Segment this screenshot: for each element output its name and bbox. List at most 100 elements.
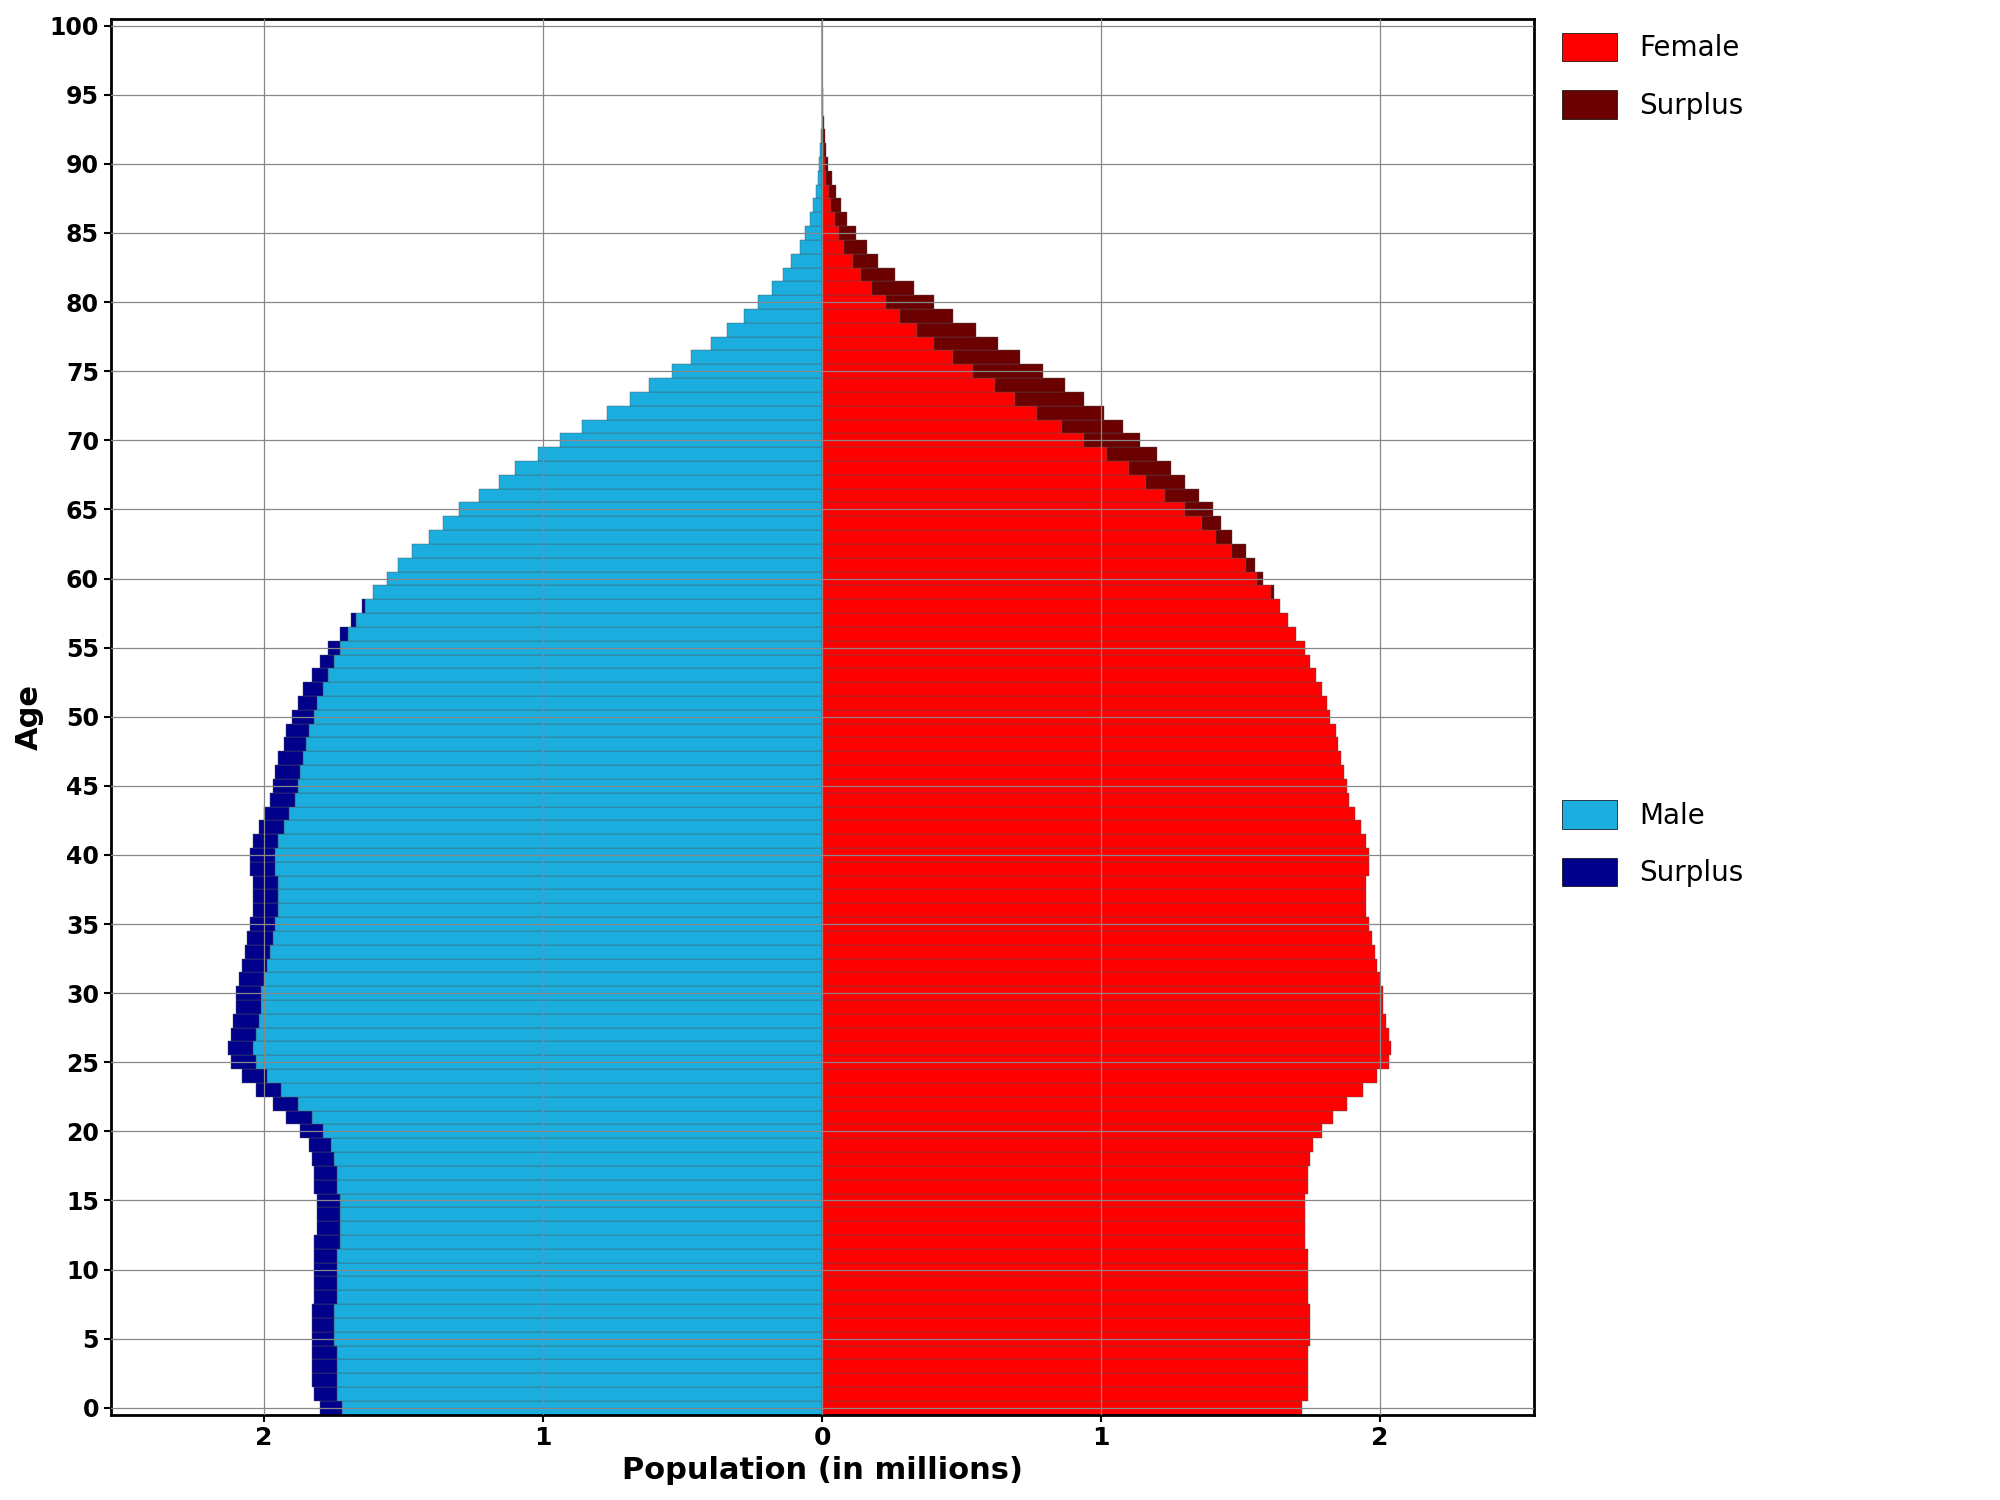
Bar bbox=[228, 1041, 254, 1056]
Bar bbox=[900, 309, 954, 322]
Bar bbox=[710, 336, 822, 351]
Bar bbox=[822, 585, 1272, 598]
Bar bbox=[822, 1000, 1382, 1014]
Bar bbox=[608, 406, 822, 420]
Bar bbox=[256, 1083, 280, 1096]
Bar bbox=[314, 1276, 336, 1290]
Bar bbox=[312, 1304, 334, 1318]
Bar bbox=[342, 1401, 822, 1414]
Bar bbox=[822, 1263, 1308, 1276]
Bar bbox=[822, 558, 1246, 572]
Bar bbox=[230, 1028, 256, 1041]
Bar bbox=[872, 282, 914, 296]
Bar bbox=[822, 364, 972, 378]
Bar bbox=[328, 640, 340, 654]
Bar bbox=[286, 723, 308, 738]
Bar bbox=[334, 654, 822, 669]
Bar bbox=[276, 916, 822, 932]
Bar bbox=[428, 530, 822, 544]
Bar bbox=[336, 1263, 822, 1276]
Bar bbox=[242, 958, 266, 972]
Bar bbox=[822, 1166, 1308, 1179]
Bar bbox=[822, 1110, 1332, 1125]
Bar bbox=[276, 765, 300, 778]
Bar bbox=[1272, 585, 1274, 598]
Bar bbox=[270, 792, 294, 807]
Bar bbox=[272, 778, 298, 792]
Bar bbox=[816, 184, 822, 198]
Bar bbox=[826, 171, 832, 184]
Bar bbox=[822, 296, 886, 309]
Bar bbox=[822, 1056, 1388, 1070]
Bar bbox=[822, 378, 996, 392]
Bar bbox=[822, 1359, 1308, 1372]
Bar bbox=[234, 1014, 258, 1028]
Bar bbox=[822, 460, 1130, 476]
Bar bbox=[278, 890, 822, 903]
Bar bbox=[822, 876, 1366, 890]
Bar bbox=[262, 1000, 822, 1014]
Bar bbox=[822, 516, 1202, 530]
Bar bbox=[886, 296, 934, 309]
Bar bbox=[336, 1179, 822, 1194]
Bar bbox=[264, 972, 822, 986]
Bar bbox=[822, 792, 1350, 807]
Bar bbox=[822, 489, 1166, 502]
Bar bbox=[824, 142, 826, 158]
Bar bbox=[650, 378, 822, 392]
Bar bbox=[822, 778, 1346, 792]
Bar bbox=[256, 1028, 822, 1041]
Bar bbox=[822, 890, 1366, 903]
Bar bbox=[822, 627, 1296, 640]
Bar bbox=[1146, 476, 1184, 489]
Bar bbox=[822, 213, 834, 226]
Bar bbox=[386, 572, 822, 585]
Bar bbox=[314, 1179, 336, 1194]
Bar bbox=[1232, 544, 1246, 558]
Bar bbox=[250, 916, 276, 932]
Bar bbox=[336, 1359, 822, 1372]
Bar bbox=[286, 1110, 312, 1125]
Bar bbox=[800, 240, 822, 254]
Bar bbox=[822, 267, 862, 282]
Bar bbox=[1184, 503, 1212, 516]
Bar bbox=[312, 1152, 334, 1166]
Bar bbox=[772, 282, 822, 296]
Bar bbox=[822, 807, 1356, 820]
Bar bbox=[822, 1388, 1308, 1401]
Bar bbox=[242, 1070, 266, 1083]
Bar bbox=[672, 364, 822, 378]
Bar bbox=[328, 669, 822, 682]
Bar bbox=[822, 309, 900, 322]
X-axis label: Population (in millions): Population (in millions) bbox=[622, 1456, 1022, 1485]
Bar bbox=[312, 1332, 334, 1346]
Bar bbox=[254, 890, 278, 903]
Bar bbox=[822, 640, 1304, 654]
Bar bbox=[322, 682, 822, 696]
Bar bbox=[1014, 392, 1084, 406]
Bar bbox=[862, 267, 894, 282]
Bar bbox=[822, 945, 1374, 958]
Bar bbox=[818, 171, 822, 184]
Bar bbox=[692, 351, 822, 364]
Bar bbox=[340, 1234, 822, 1250]
Bar bbox=[822, 282, 872, 296]
Bar bbox=[480, 489, 822, 502]
Bar bbox=[304, 752, 822, 765]
Bar bbox=[336, 1290, 822, 1304]
Bar bbox=[822, 322, 918, 336]
Bar bbox=[822, 240, 844, 254]
Bar bbox=[822, 1138, 1314, 1152]
Bar bbox=[822, 696, 1328, 709]
Bar bbox=[308, 1138, 332, 1152]
Bar bbox=[822, 351, 954, 364]
Bar bbox=[278, 876, 822, 890]
Bar bbox=[236, 986, 262, 1000]
Bar bbox=[838, 226, 856, 240]
Bar bbox=[822, 682, 1322, 696]
Bar bbox=[244, 945, 270, 958]
Bar bbox=[822, 198, 832, 213]
Bar bbox=[250, 862, 276, 876]
Bar bbox=[292, 710, 314, 723]
Bar bbox=[1130, 460, 1170, 476]
